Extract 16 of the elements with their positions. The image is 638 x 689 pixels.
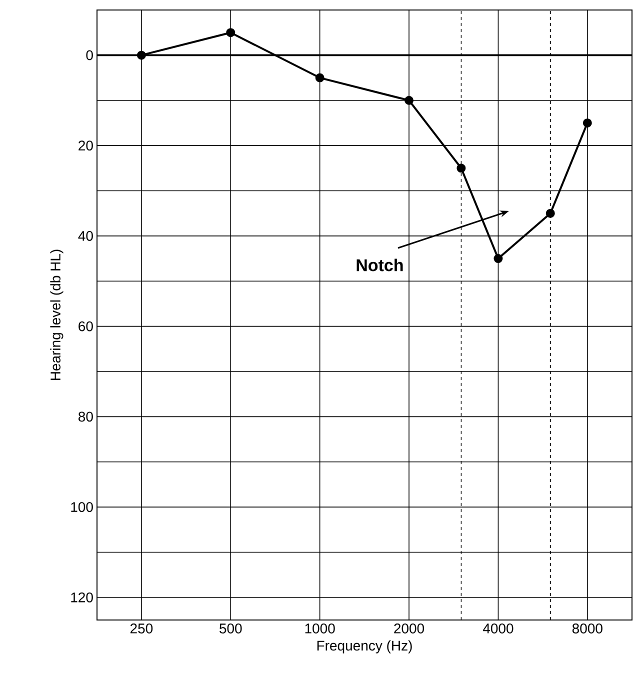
x-tick-label: 8000 (572, 624, 602, 634)
y-tick-label: 100 (71, 502, 93, 512)
x-tick-label: 1000 (305, 624, 335, 634)
x-tick-label: 250 (130, 624, 153, 634)
y-tick-label: 20 (78, 140, 93, 151)
x-tick-label: 2000 (394, 624, 424, 634)
x-axis-title: Frequency (Hz) (317, 640, 412, 654)
y-tick-label: 60 (78, 321, 93, 332)
y-tick-label: 40 (78, 230, 93, 241)
y-tick-label: 0 (86, 50, 93, 60)
y-tick-label: 80 (78, 412, 93, 422)
y-axis-title: Hearing level (db HL) (50, 250, 64, 380)
x-tick-label: 4000 (482, 624, 514, 634)
x-tick-label: 500 (220, 624, 242, 634)
annotation: Notch (356, 258, 403, 272)
y-tick-label: 120 (71, 592, 93, 602)
